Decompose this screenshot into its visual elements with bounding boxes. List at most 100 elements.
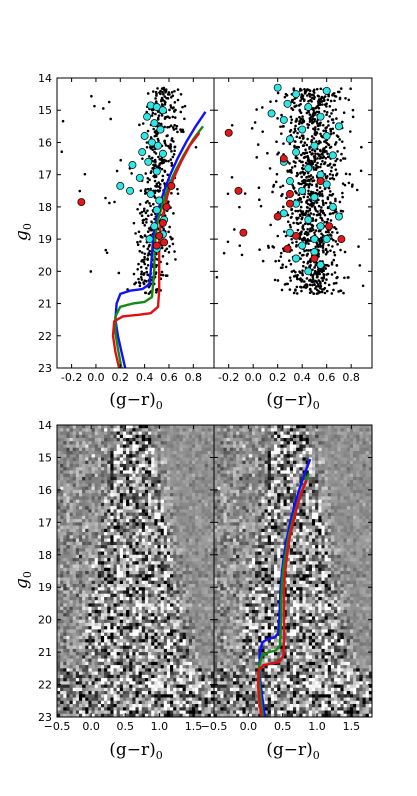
hess-cell bbox=[176, 486, 180, 491]
field-star bbox=[310, 135, 314, 138]
hess-cell bbox=[113, 483, 117, 487]
hess-cell bbox=[122, 551, 127, 556]
hess-cell bbox=[141, 639, 146, 643]
hess-cell bbox=[116, 616, 121, 620]
hess-cell bbox=[110, 564, 114, 569]
hess-cell bbox=[107, 515, 111, 520]
hess-cell bbox=[201, 600, 205, 604]
hess-cell bbox=[116, 622, 121, 627]
hess-cell bbox=[110, 655, 114, 659]
field-star bbox=[299, 111, 303, 115]
red-star bbox=[285, 190, 294, 198]
hess-cell bbox=[91, 635, 95, 640]
hess-cell bbox=[63, 447, 67, 452]
hess-cell bbox=[129, 587, 133, 591]
hess-cell bbox=[78, 447, 83, 452]
hess-cell bbox=[122, 616, 127, 620]
hess-cell bbox=[85, 480, 89, 484]
field-star bbox=[331, 118, 335, 121]
hess-cell bbox=[97, 496, 102, 500]
hess-cell bbox=[88, 652, 92, 656]
hess-cell bbox=[78, 454, 83, 458]
hess-cell bbox=[63, 454, 67, 458]
hess-cell bbox=[201, 428, 205, 432]
hess-cell bbox=[173, 454, 177, 458]
hess-cell bbox=[119, 460, 124, 465]
hess-cell bbox=[78, 622, 83, 627]
hess-cell bbox=[198, 548, 202, 552]
hess-cell bbox=[182, 642, 187, 646]
hess-cell bbox=[201, 622, 205, 627]
hess-cell bbox=[66, 528, 70, 533]
hess-cell bbox=[176, 457, 180, 461]
field-star bbox=[163, 100, 166, 103]
hess-cell bbox=[163, 587, 168, 591]
field-star bbox=[269, 223, 272, 227]
hess-cell bbox=[166, 519, 171, 523]
field-star bbox=[140, 251, 144, 254]
hess-cell bbox=[148, 551, 152, 556]
hess-cell bbox=[195, 648, 199, 653]
red-star bbox=[283, 244, 292, 253]
field-star bbox=[315, 87, 319, 91]
hess-cell bbox=[176, 428, 180, 432]
hess-cell bbox=[113, 635, 117, 640]
hess-cell bbox=[85, 603, 89, 607]
hess-cell bbox=[72, 431, 77, 436]
hess-cell bbox=[69, 561, 73, 565]
hess-cell bbox=[104, 496, 108, 500]
hess-cell bbox=[63, 519, 67, 523]
hess-cell bbox=[135, 538, 139, 543]
hess-cell bbox=[163, 522, 168, 526]
hess-cell bbox=[166, 535, 171, 539]
hess-cell bbox=[132, 519, 136, 523]
hess-cell bbox=[132, 512, 136, 517]
field-star bbox=[318, 123, 322, 127]
hess-cell bbox=[66, 652, 70, 656]
hess-cell bbox=[60, 489, 64, 494]
hess-cell bbox=[182, 428, 187, 432]
hess-cell bbox=[85, 658, 89, 663]
hess-cell bbox=[144, 538, 149, 543]
hess-cell bbox=[148, 538, 152, 543]
hess-cell bbox=[85, 616, 89, 620]
hess-cell bbox=[207, 652, 212, 656]
hess-cell bbox=[72, 648, 77, 653]
hess-cell bbox=[104, 606, 108, 611]
hess-cell bbox=[192, 551, 196, 556]
hess-cell bbox=[69, 506, 73, 510]
field-star bbox=[313, 207, 317, 211]
hess-cell bbox=[126, 632, 130, 637]
field-star bbox=[173, 250, 176, 253]
cyan-star bbox=[304, 164, 313, 173]
cyan-star bbox=[140, 132, 149, 140]
hess-cell bbox=[82, 528, 86, 533]
hess-cell bbox=[144, 642, 149, 646]
hess-cell bbox=[163, 558, 168, 562]
hess-cell bbox=[129, 632, 133, 637]
hess-cell bbox=[104, 541, 108, 546]
hess-cell bbox=[69, 606, 73, 611]
hess-cell bbox=[160, 480, 165, 484]
field-star bbox=[105, 251, 109, 255]
field-star bbox=[287, 259, 291, 262]
hess-cell bbox=[72, 519, 77, 523]
hess-cell bbox=[138, 476, 143, 481]
hess-cell bbox=[176, 460, 180, 465]
hess-cell bbox=[198, 545, 202, 549]
hess-cell bbox=[82, 447, 86, 452]
hess-cell bbox=[60, 437, 64, 442]
hess-cell bbox=[179, 535, 183, 539]
hess-cell bbox=[151, 587, 155, 591]
hess-cell bbox=[82, 499, 86, 504]
field-star bbox=[304, 151, 307, 154]
hess-cell bbox=[166, 548, 171, 552]
hess-cell bbox=[82, 541, 86, 546]
hess-cell bbox=[113, 447, 117, 452]
hess-cell bbox=[151, 606, 155, 611]
hess-cell bbox=[94, 532, 99, 536]
hess-cell bbox=[160, 606, 165, 611]
hess-cell bbox=[132, 444, 136, 449]
field-star bbox=[145, 221, 148, 224]
hess-cell bbox=[135, 496, 139, 500]
